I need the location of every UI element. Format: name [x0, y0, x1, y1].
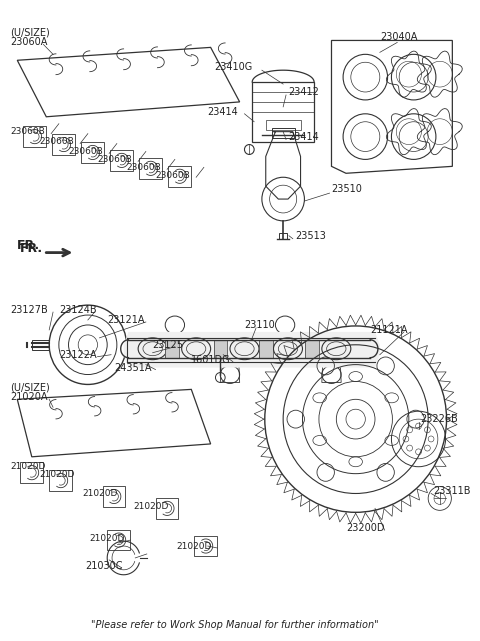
Text: 23510: 23510: [332, 184, 362, 194]
Text: (U/SIZE): (U/SIZE): [11, 383, 50, 392]
Text: 23125: 23125: [153, 340, 184, 350]
Bar: [24, 126, 46, 147]
Bar: [249, 336, 269, 363]
Bar: [108, 529, 130, 551]
Text: 21020D: 21020D: [82, 489, 118, 498]
Bar: [194, 536, 217, 556]
Polygon shape: [305, 340, 319, 358]
Text: 23110: 23110: [244, 320, 275, 330]
Text: 23060B: 23060B: [69, 147, 103, 156]
Text: 23311B: 23311B: [433, 485, 470, 495]
Bar: [21, 462, 43, 483]
Bar: [143, 336, 162, 363]
Polygon shape: [124, 332, 380, 367]
Text: 21030C: 21030C: [85, 561, 122, 571]
Text: 23122A: 23122A: [59, 350, 96, 360]
Text: 23410G: 23410G: [214, 62, 252, 72]
Text: 23121A: 23121A: [107, 315, 144, 325]
Bar: [110, 150, 133, 171]
Text: 23200D: 23200D: [346, 523, 384, 533]
Bar: [49, 470, 72, 491]
Text: 23060B: 23060B: [127, 163, 161, 172]
Polygon shape: [165, 340, 179, 358]
Text: 23412: 23412: [288, 87, 319, 97]
Bar: [103, 486, 125, 507]
Text: 23060B: 23060B: [39, 137, 74, 146]
Text: 21020D: 21020D: [133, 502, 168, 511]
Text: FR.: FR.: [17, 239, 40, 252]
Bar: [266, 120, 300, 129]
Text: 21020A: 21020A: [11, 392, 48, 403]
Text: 23124B: 23124B: [59, 305, 96, 315]
Bar: [168, 166, 191, 187]
Text: 23414: 23414: [208, 107, 239, 117]
Bar: [302, 336, 322, 363]
Text: 1601DG: 1601DG: [192, 354, 231, 365]
Text: 23060B: 23060B: [156, 171, 190, 179]
Text: 21121A: 21121A: [370, 325, 408, 335]
Polygon shape: [259, 340, 273, 358]
Text: "Please refer to Work Shop Manual for further information": "Please refer to Work Shop Manual for fu…: [91, 620, 379, 630]
Bar: [52, 134, 75, 155]
Text: 23060A: 23060A: [11, 37, 48, 47]
Bar: [196, 336, 216, 363]
Bar: [156, 498, 179, 519]
Text: 21020D: 21020D: [177, 542, 212, 551]
Text: 23040A: 23040A: [380, 33, 417, 42]
Polygon shape: [214, 340, 227, 358]
Bar: [32, 340, 49, 350]
Text: FR.: FR.: [20, 242, 43, 255]
Bar: [341, 336, 360, 363]
Text: 23414: 23414: [288, 131, 319, 142]
Text: 23127B: 23127B: [11, 305, 48, 315]
Text: (U/SIZE): (U/SIZE): [11, 28, 50, 38]
Bar: [82, 142, 104, 163]
Text: 21020D: 21020D: [11, 462, 46, 471]
Bar: [279, 233, 287, 238]
Text: 23060B: 23060B: [97, 155, 132, 164]
Text: 23226B: 23226B: [420, 414, 458, 424]
Text: 21020D: 21020D: [39, 470, 75, 479]
Text: 23513: 23513: [295, 231, 325, 241]
Text: 24351A: 24351A: [114, 363, 152, 372]
Bar: [272, 128, 295, 138]
Bar: [139, 158, 162, 179]
Text: 23060B: 23060B: [11, 127, 45, 136]
Text: 21020D: 21020D: [90, 533, 125, 542]
